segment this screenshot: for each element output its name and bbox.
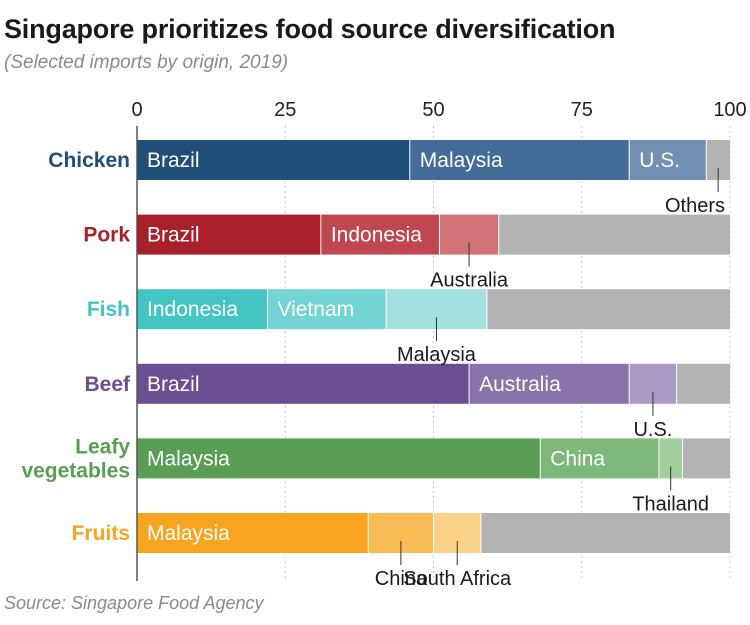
callout-fruits-south-africa: South Africa: [403, 568, 512, 590]
bar-leafy-vegetables-others: [682, 438, 730, 479]
bar-fruits-malaysia: [137, 513, 369, 553]
chart-subtitle: (Selected imports by origin, 2019): [4, 52, 289, 73]
category-label-chicken: Chicken: [48, 149, 130, 172]
label-chicken-u-s: U.S.: [639, 149, 680, 172]
label-pork-brazil: Brazil: [147, 224, 200, 247]
category-label-beef: Beef: [84, 373, 131, 396]
category-label-leafy-vegetables: Leafy: [75, 435, 130, 458]
callout-fish-malaysia: Malaysia: [397, 344, 477, 366]
bar-fish-vietnam: [267, 289, 387, 330]
bar-chicken-brazil: [137, 140, 410, 180]
bar-chicken-others: [706, 140, 730, 180]
tick-label-75: 75: [571, 99, 593, 121]
bar-leafy-vegetables-thailand: [658, 438, 683, 479]
bar-chicken-malaysia: [409, 140, 630, 180]
tick-label-25: 25: [274, 99, 296, 121]
bar-pork-indonesia: [320, 214, 440, 255]
category-label-leafy-vegetables: vegetables: [21, 459, 130, 482]
label-leafy-vegetables-malaysia: Malaysia: [147, 447, 230, 470]
bar-beef-australia: [469, 363, 630, 404]
tick-label-50: 50: [422, 99, 444, 121]
label-beef-brazil: Brazil: [147, 373, 200, 396]
label-fruits-malaysia: Malaysia: [147, 522, 230, 545]
segment-labels: Brazil Malaysia U.S. Others Brazil Indonesia A…: [147, 149, 725, 590]
callout-fruits-china: China: [375, 568, 428, 590]
bar-pork-others: [498, 214, 730, 255]
label-chicken-brazil: Brazil: [147, 149, 200, 172]
bar-fish-indonesia: [137, 289, 268, 330]
bar-beef-others: [676, 363, 730, 404]
bar-pork-brazil: [137, 214, 321, 255]
label-chicken-malaysia: Malaysia: [420, 149, 503, 172]
label-beef-australia: Australia: [479, 373, 561, 396]
x-axis-ticks: 0 25 50 75 100: [131, 99, 746, 121]
callout-pork-australia: Australia: [430, 270, 509, 292]
callout-chicken-others: Others: [665, 195, 725, 217]
tick-label-100: 100: [713, 99, 746, 121]
bar-leafy-vegetables-china: [540, 438, 659, 479]
chart-title: Singapore prioritizes food source divers…: [4, 14, 616, 44]
callout-beef-u-s: U.S.: [633, 419, 672, 441]
source-note: Source: Singapore Food Agency: [4, 593, 264, 613]
category-label-pork: Pork: [83, 224, 130, 247]
tick-label-0: 0: [131, 99, 142, 121]
bar-beef-brazil: [137, 363, 470, 404]
label-pork-indonesia: Indonesia: [331, 224, 422, 247]
bar-fish-others: [486, 289, 730, 330]
label-fish-indonesia: Indonesia: [147, 298, 238, 321]
gridlines: [284, 126, 731, 581]
label-leafy-vegetables-china: China: [550, 447, 605, 470]
category-label-fish: Fish: [87, 298, 130, 321]
bars: [137, 140, 730, 553]
callout-leafy-vegetables-thailand: Thailand: [632, 493, 709, 515]
category-label-fruits: Fruits: [72, 522, 130, 545]
label-fish-vietnam: Vietnam: [277, 298, 354, 321]
bar-chicken-u-s: [629, 140, 707, 180]
bar-leafy-vegetables-malaysia: [137, 438, 541, 479]
bar-fruits-others: [480, 513, 730, 553]
